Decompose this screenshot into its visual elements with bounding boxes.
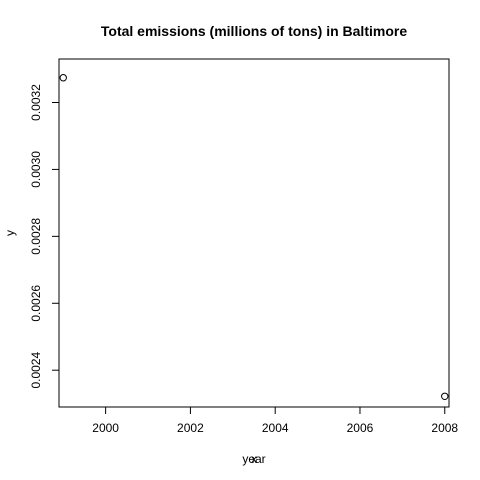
y-tick-label: 0.0032: [29, 84, 43, 121]
plot-frame: [58, 58, 450, 408]
chart-title: Total emissions (millions of tons) in Ba…: [101, 23, 407, 39]
y-axis-label: y: [3, 230, 17, 236]
x-tick-label: 2002: [177, 421, 204, 435]
y-tick-label: 0.0024: [29, 352, 43, 389]
x-tick-label: 2008: [431, 421, 458, 435]
x-axis-label: year: [242, 452, 265, 466]
x-tick-label: 2004: [262, 421, 289, 435]
x-tick-label: 2000: [92, 421, 119, 435]
data-points: [59, 74, 449, 400]
x-axis-label-overprint: x: [251, 452, 257, 466]
x-axis: 2000 2002 2004 2006 2008: [92, 407, 458, 435]
data-point: [441, 392, 449, 400]
y-axis: 0.0024 0.0026 0.0028 0.0030 0.0032: [29, 84, 59, 389]
y-tick-label: 0.0028: [29, 218, 43, 255]
data-point: [59, 74, 67, 82]
x-tick-label: 2006: [347, 421, 374, 435]
y-tick-label: 0.0030: [29, 151, 43, 188]
y-tick-label: 0.0026: [29, 285, 43, 322]
